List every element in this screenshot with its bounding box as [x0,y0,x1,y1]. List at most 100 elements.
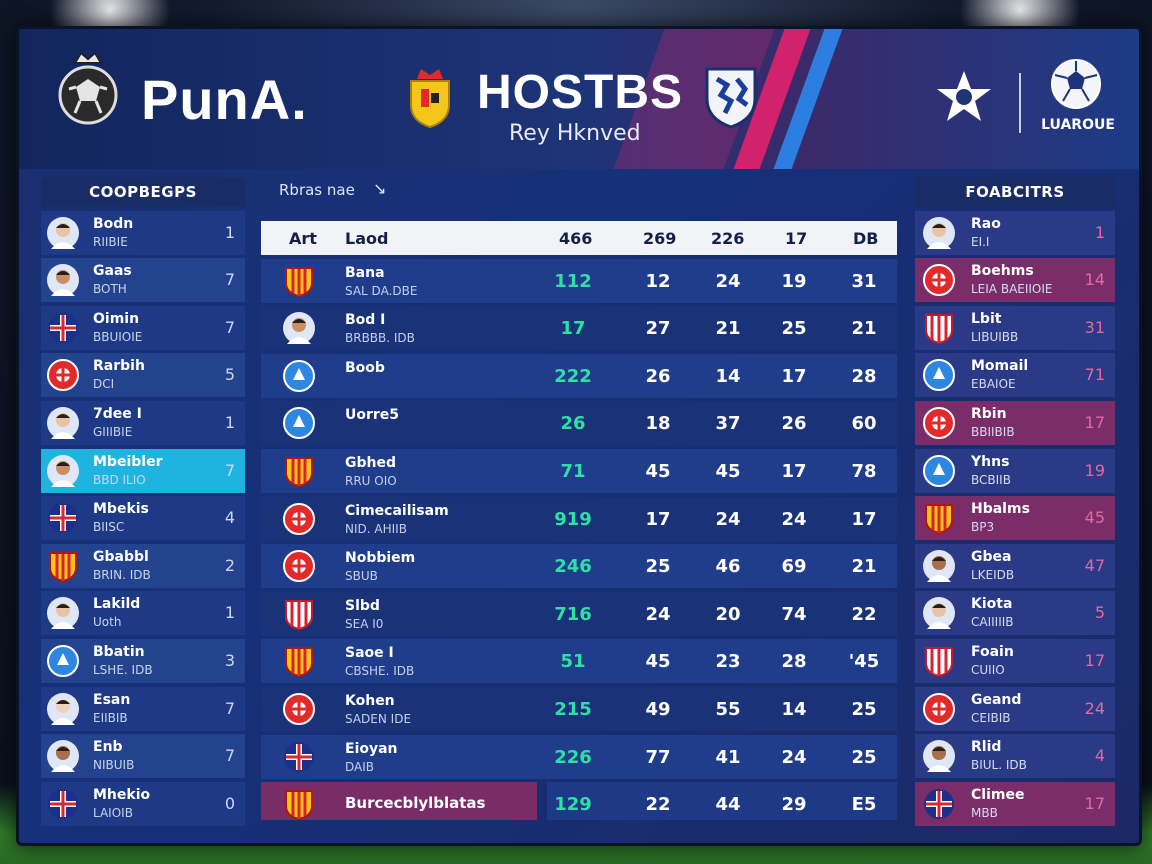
right_panel-row[interactable]: Boehms LEIA BAEIIOIE 14 [915,258,1115,303]
right_panel-row[interactable]: Kiota CAIIIIIB 5 [915,591,1115,636]
table-row[interactable]: Bana SAL DA.DBE 112 12 24 19 31 [261,258,897,303]
stat-value: 22 [645,794,671,816]
page-title: HOSTBS [477,66,684,119]
right_panel-row[interactable]: Yhns BCBIIB 19 [915,448,1115,493]
left_panel-row[interactable]: Mbeibler BBD ILIO 7 [41,448,245,493]
col-header[interactable]: 226 [711,229,745,248]
team-name: Slbd [345,597,380,614]
left_panel-name: Esan [93,691,131,708]
stat-value: 17 [781,460,807,482]
club-crest-icon [283,502,317,537]
right_panel-row[interactable]: Rlid BIUL. IDB 4 [915,734,1115,779]
table-row[interactable]: Uorre5 26 18 37 26 60 [261,401,897,446]
starball-icon [937,71,991,121]
team-name: Burcecblylblatas [345,794,486,813]
stat-value: 45 [645,651,671,673]
stat-value: 21 [851,318,877,340]
club-crest-icon [283,550,317,584]
col-header[interactable]: Art [289,229,317,248]
left_panel-number: 4 [224,508,235,528]
stat-value: 17 [851,508,877,530]
left_panel-row[interactable]: Lakild Uoth 1 [41,591,245,636]
col-header[interactable]: Laod [345,229,389,248]
table-row[interactable]: Gbhed RRU OIO 71 45 45 17 78 [261,448,897,493]
left_panel-row[interactable]: Oimin BBUIOIE 7 [41,305,245,350]
stat-value: 45 [715,460,741,482]
club-crest-icon [283,692,317,727]
table-row[interactable]: Eioyan DAIB 226 77 41 24 25 [261,734,897,779]
right_panel-row[interactable]: Hbalms BP3 45 [915,496,1115,541]
stat-value: 28 [851,365,877,387]
stat-value: 222 [554,365,592,387]
left_panel-row[interactable]: Bbatin LSHE. IDB 3 [41,638,245,683]
stat-value: 24 [781,508,807,530]
player-avatar [47,597,79,630]
team-subtitle: NID. AHIIB [345,521,407,536]
col-header[interactable]: DB [853,229,879,248]
right_panel-row[interactable]: Climee MBB 17 [915,781,1115,826]
right_panel-number: 45 [1084,508,1105,528]
stat-value: 20 [715,603,741,625]
team-subtitle: CBSHE. IDB [345,664,415,679]
left_panel-name: Mhekio [93,786,151,803]
left_panel-number: 2 [224,555,235,575]
right_panel-subtitle: EBAIOE [971,377,1016,392]
left_panel-row[interactable]: Mhekio LAIOIB 0 [41,781,245,826]
club-crest-icon [923,692,955,725]
table-row[interactable]: Boob 222 26 14 17 28 [261,353,897,398]
left_panel-row[interactable]: 7dee I GIIIBIE 1 [41,400,245,445]
stat-value: 25 [645,556,671,578]
left_panel-name: Enb [93,739,123,756]
right_panel-subtitle: CEIBIB [971,710,1011,725]
left_panel-row[interactable]: Gbabbl BRIN. IDB 2 [41,543,245,588]
left_panel-row[interactable]: Rarbih DCI 5 [41,353,245,398]
stat-value: 23 [715,651,741,673]
right_panel-subtitle: BBIIBIB [971,424,1015,439]
right_panel-row[interactable]: Gbea LKEIDB 47 [915,543,1115,588]
table-row[interactable]: Kohen SADEN IDE 215 49 55 14 25 [261,686,897,731]
right_panel-name: Momail [971,358,1029,375]
club-crest-icon [283,359,317,394]
right_panel-row[interactable]: Lbit LIBUIBB 31 [915,305,1115,350]
stat-value: 17 [560,318,586,340]
left_panel-name: Oimin [93,310,140,327]
table-row[interactable]: Burcecblylblatas 129 22 44 29 E5 [261,782,897,826]
player-avatar [923,216,955,249]
left_panel-row[interactable]: Enb NIBUIB 7 [41,734,245,779]
left_panel-name: Rarbih [93,358,145,375]
right_panel-name: Foain [971,643,1014,660]
col-header[interactable]: 466 [559,229,593,248]
club-crest-icon [923,312,955,344]
team-name: Saoe I [345,645,394,662]
club-crest-icon [923,406,955,439]
sort-icon[interactable]: ↘ [373,179,387,198]
right_panel-row[interactable]: Foain CUIIO 17 [915,638,1115,683]
right-player-panel: FOABCITRS Rao EI.I 1 Boehms LEIA BAEIIOIE 14 L… [915,177,1115,826]
table-row[interactable]: Cimecailisam NID. AHIIB 919 17 24 24 17 [261,496,897,541]
left_panel-row[interactable]: Bodn RIIBIE 1 [41,210,245,255]
club-crest-icon [47,312,79,344]
right_panel-row[interactable]: Geand CEIBIB 24 [915,686,1115,731]
right_panel-row[interactable]: Rao EI.I 1 [915,210,1115,255]
table-row[interactable]: Bod I BRBBB. IDB 17 27 21 25 21 [261,306,897,351]
right_panel-name: Kiota [971,596,1013,613]
right_panel-number: 19 [1084,460,1105,480]
left_panel-row[interactable]: Mbekis BIISC 4 [41,496,245,541]
team-name: Uorre5 [345,407,400,424]
stat-value: 45 [645,460,671,482]
team-subtitle: BRBBB. IDB [345,331,415,346]
table-row[interactable]: Saoe I CBSHE. IDB 51 45 23 28 '45 [261,639,897,684]
football-crest-icon [58,51,118,125]
col-header[interactable]: 17 [785,229,808,248]
table-row[interactable]: Slbd SEA I0 716 24 20 74 22 [261,591,897,636]
table-row[interactable]: Nobbiem SBUB 246 25 46 69 21 [261,544,897,589]
left_panel-row[interactable]: Gaas BOTH 7 [41,258,245,303]
player-avatar [47,216,79,249]
team-name: Nobbiem [345,550,416,567]
col-header[interactable]: 269 [643,229,677,248]
right_panel-row[interactable]: Momail EBAIOE 71 [915,353,1115,398]
right_panel-row[interactable]: Rbin BBIIBIB 17 [915,400,1115,445]
left_panel-subtitle: RIIBIE [93,234,128,249]
left_panel-row[interactable]: Esan EIIBIB 7 [41,686,245,731]
stat-value: 71 [560,460,586,482]
